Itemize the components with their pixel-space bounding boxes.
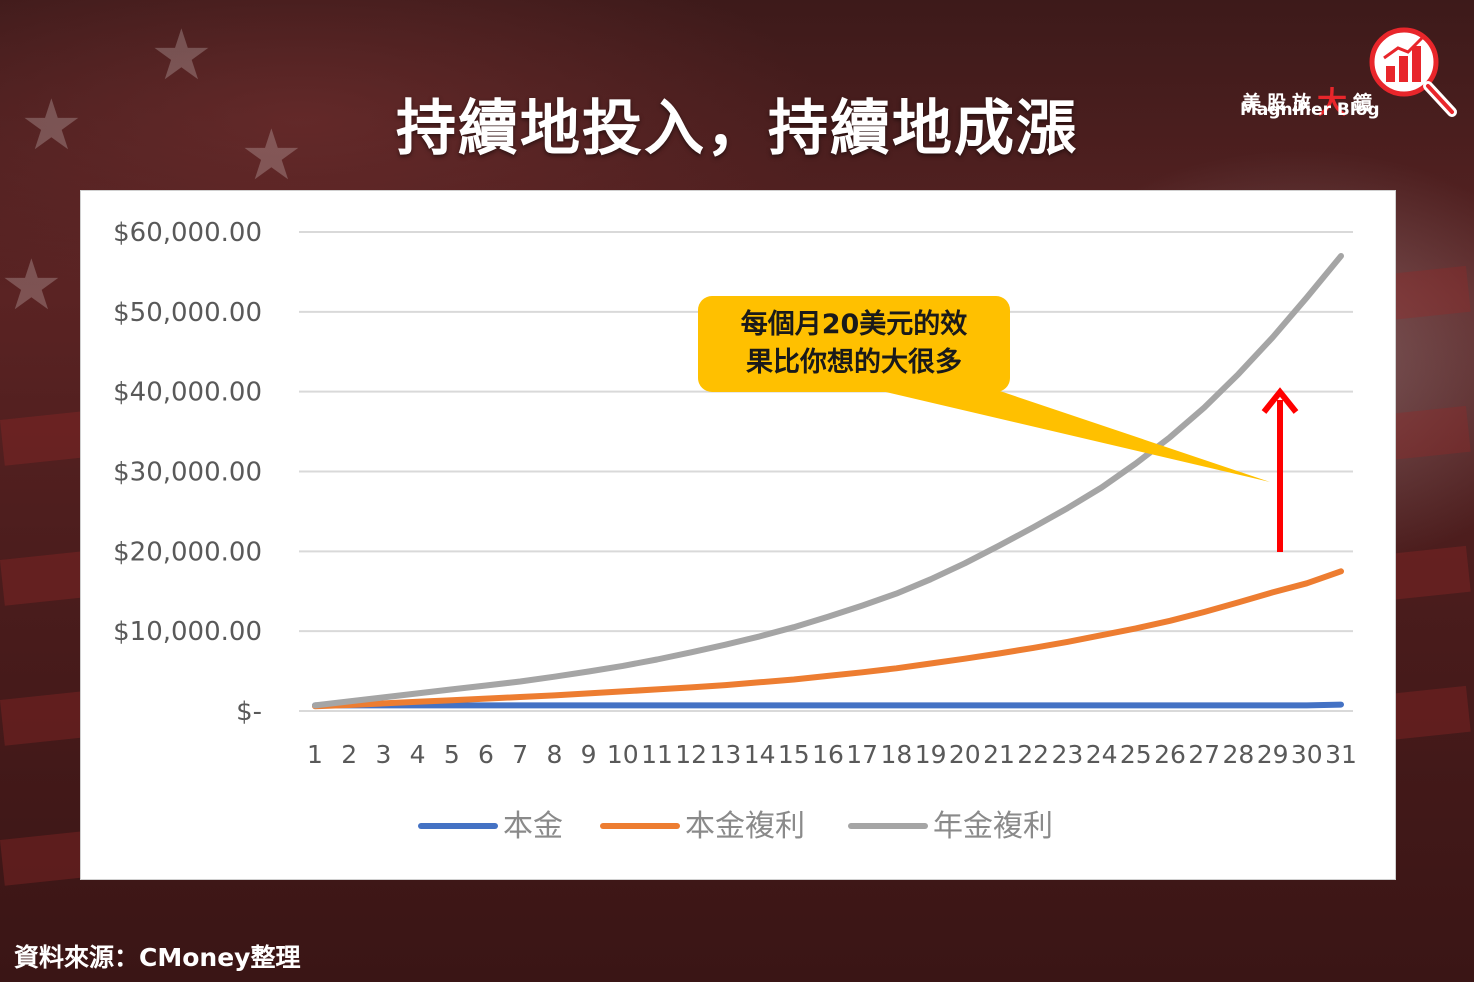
x-tick-label: 29: [1257, 740, 1289, 769]
star-icon: ★: [0, 244, 63, 326]
x-tick-label: 11: [641, 740, 673, 769]
x-tick-label: 2: [341, 740, 357, 769]
callout-line-2: 果比你想的大很多: [745, 347, 962, 378]
x-tick-label: 25: [1120, 740, 1152, 769]
x-tick-label: 17: [846, 740, 878, 769]
brand-logo: 美股放大鏡 Magnifier Blog: [1236, 20, 1466, 130]
callout-line-1: 每個月20美元的效: [740, 309, 968, 340]
x-tick-label: 19: [915, 740, 947, 769]
x-tick-label: 4: [410, 740, 426, 769]
x-tick-label: 15: [778, 740, 810, 769]
legend-label: 本金: [503, 809, 563, 844]
line-chart: $- $10,000.00 $20,000.00 $30,000.00 $40,000.…: [113, 218, 1357, 844]
x-tick-label: 23: [1051, 740, 1083, 769]
x-tick-label: 10: [607, 740, 639, 769]
x-tick-label: 26: [1154, 740, 1186, 769]
y-tick-label: $60,000.00: [113, 218, 262, 248]
x-tick-label: 22: [1017, 740, 1049, 769]
star-icon: ★: [20, 84, 83, 166]
logo-english-text: Magnifier Blog: [1240, 100, 1380, 120]
x-tick-label: 16: [812, 740, 844, 769]
magnifier-bar-chart-icon: [1364, 20, 1460, 124]
page-title: 持續地投入，持續地成漲: [396, 94, 1078, 164]
series-line: [312, 701, 1344, 709]
x-tick-label: 3: [375, 740, 391, 769]
x-tick-label: 7: [512, 740, 528, 769]
y-tick-label: $10,000.00: [113, 617, 262, 647]
y-tick-label: $-: [236, 697, 262, 727]
x-tick-label: 27: [1188, 740, 1220, 769]
x-tick-label: 28: [1222, 740, 1254, 769]
x-tick-label: 12: [675, 740, 707, 769]
star-icon: ★: [240, 114, 303, 196]
x-tick-label: 14: [744, 740, 776, 769]
y-tick-label: $30,000.00: [113, 458, 262, 488]
legend-label: 本金複利: [685, 809, 805, 844]
x-tick-label: 20: [949, 740, 981, 769]
x-tick-label: 18: [880, 740, 912, 769]
x-tick-label: 24: [1086, 740, 1118, 769]
x-tick-label: 1: [307, 740, 323, 769]
y-tick-label: $20,000.00: [113, 537, 262, 567]
source-note: 資料來源：CMoney整理: [14, 943, 301, 972]
x-tick-label: 9: [581, 740, 597, 769]
legend-label: 年金複利: [933, 809, 1053, 844]
y-tick-label: $40,000.00: [113, 378, 262, 408]
x-tick-label: 13: [709, 740, 741, 769]
x-tick-label: 5: [444, 740, 460, 769]
chart-panel: $- $10,000.00 $20,000.00 $30,000.00 $40,000.…: [80, 190, 1396, 880]
star-icon: ★: [150, 14, 213, 96]
y-tick-label: $50,000.00: [113, 298, 262, 328]
logo-chinese-text: 美股放大鏡: [1242, 86, 1379, 121]
series-line: [312, 568, 1344, 710]
x-tick-label: 30: [1291, 740, 1323, 769]
x-tick-label: 21: [983, 740, 1015, 769]
x-tick-label: 31: [1325, 740, 1357, 769]
callout-box: 每個月20美元的效 果比你想的大很多: [698, 296, 1010, 392]
x-tick-label: 6: [478, 740, 494, 769]
x-tick-label: 8: [546, 740, 562, 769]
